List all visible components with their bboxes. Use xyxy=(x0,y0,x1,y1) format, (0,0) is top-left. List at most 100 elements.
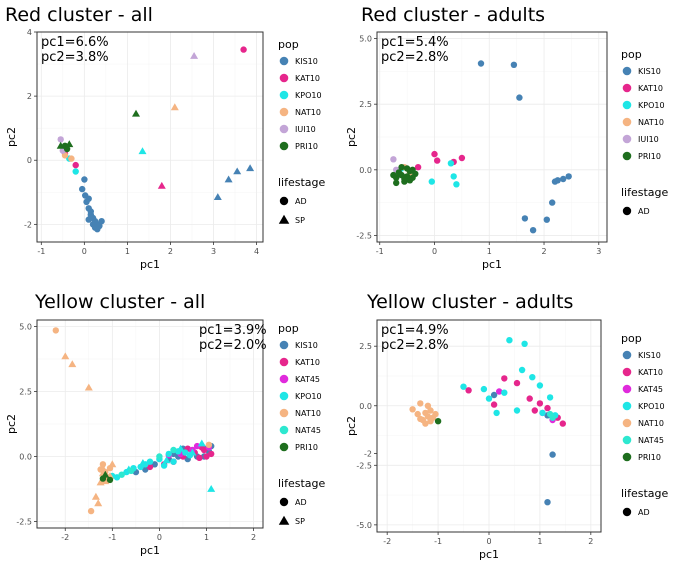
x-tick-label: 2 xyxy=(541,247,546,256)
chart-title: Yellow cluster - all xyxy=(34,291,205,313)
point-kat10-circle xyxy=(490,401,498,408)
legend-label-kis10: KIS10 xyxy=(295,341,318,350)
point-kis10-circle xyxy=(565,173,572,180)
panel-red-cluster-all: Red cluster - all-1 0 1 2 3 4-2024pc1=6.6%pc2… xyxy=(5,4,326,271)
x-tick-label: 2 xyxy=(251,533,256,542)
variance-annotation: pc1=3.9% xyxy=(199,323,267,338)
plot-border xyxy=(376,31,608,243)
point-kat10-triangle xyxy=(157,181,166,189)
point-kpo10-circle xyxy=(485,395,493,402)
legend-label-nat10: NAT10 xyxy=(295,409,321,418)
legend-key-kis10 xyxy=(622,350,632,360)
point-kis10-circle xyxy=(490,391,498,399)
point-pri10-circle xyxy=(401,175,408,183)
point-nat10-circle xyxy=(424,413,432,420)
legend-label-kis10: KIS10 xyxy=(638,351,661,360)
legend-label-pri10: PRI10 xyxy=(295,443,318,452)
point-kis10-triangle xyxy=(246,164,255,172)
x-tick-label: -2 xyxy=(383,537,391,546)
point-kis10-circle xyxy=(516,94,523,101)
point-nat10-triangle xyxy=(98,464,107,472)
point-nat45-circle xyxy=(156,453,163,460)
point-kpo10-circle xyxy=(170,458,177,465)
point-pri10-triangle xyxy=(101,470,110,478)
legend-key-kpo10 xyxy=(622,401,632,411)
x-axis-label: pc1 xyxy=(140,544,160,557)
plot-area xyxy=(37,32,263,242)
point-nat10-circle xyxy=(432,410,439,418)
point-kat10-circle xyxy=(501,375,508,382)
legend-key-ad xyxy=(279,196,289,206)
chart-title: Red cluster - all xyxy=(5,4,153,26)
point-kat45-circle xyxy=(193,442,201,450)
legend-label-pri10: PRI10 xyxy=(295,142,318,151)
x-tick-label: -1 xyxy=(37,247,45,256)
point-nat10-circle xyxy=(417,415,424,423)
point-nat10-circle xyxy=(417,400,424,407)
variance-annotation: pc2=2.8% xyxy=(381,50,449,65)
y-tick-label: -2.5 xyxy=(356,461,372,470)
legend-key-kis10 xyxy=(279,56,289,66)
point-kpo10-circle xyxy=(447,160,455,167)
point-nat10-circle xyxy=(424,402,432,409)
legend-label-pri10: PRI10 xyxy=(638,453,661,462)
legend-label-sp: SP xyxy=(295,517,305,526)
point-nat10-triangle xyxy=(68,360,77,368)
y-tick-label: 5.0 xyxy=(359,35,372,44)
point-kpo10-circle xyxy=(450,173,457,180)
point-kat10-circle xyxy=(531,407,538,414)
legend-key-nat10 xyxy=(279,107,289,117)
legend-label-iui10: IUI10 xyxy=(295,125,316,134)
legend-key-pri10 xyxy=(622,151,632,161)
x-tick-label: 1 xyxy=(125,247,130,256)
legend-key-pri10 xyxy=(622,452,632,462)
variance-annotation: pc1=6.6% xyxy=(41,35,109,50)
legend-key-kat45 xyxy=(622,384,632,394)
legend-label-iui10: IUI10 xyxy=(638,135,659,144)
legend-key-kis10 xyxy=(279,340,289,350)
point-kis10-circle xyxy=(549,199,556,206)
legend-label-nat45: NAT45 xyxy=(295,426,321,435)
legend-key-ad xyxy=(279,497,289,507)
x-axis-label: pc1 xyxy=(482,258,502,271)
legend-label-ad: AD xyxy=(638,207,650,216)
legend-key-ad xyxy=(622,507,632,517)
legend-pop-title: pop xyxy=(278,322,299,335)
legend-key-kat10 xyxy=(622,83,632,93)
point-kpo10-circle xyxy=(460,383,467,390)
point-nat45-circle xyxy=(549,414,556,421)
legend-key-iui10 xyxy=(279,124,289,134)
point-kpo10-circle xyxy=(529,374,536,381)
panel-red-cluster-adults: Red cluster - adults -1 0 1 2 3 -2.5 0.0 2.5 5.0 p… xyxy=(345,4,669,271)
legend-key-nat10 xyxy=(622,418,632,428)
legend-label-kpo10: KPO10 xyxy=(295,91,322,100)
point-nat10-circle xyxy=(422,420,429,427)
point-kis10-circle xyxy=(91,224,99,231)
legend-label-kis10: KIS10 xyxy=(638,67,661,76)
point-nat10-circle xyxy=(87,507,95,515)
x-tick-label: -1 xyxy=(108,533,116,542)
point-kat10-circle xyxy=(200,446,208,454)
point-pri10-circle xyxy=(434,418,442,425)
point-kat45-circle xyxy=(496,388,503,395)
legend-label-kat10: KAT10 xyxy=(295,358,320,367)
x-tick-label: 0 xyxy=(157,533,162,542)
point-kpo10-triangle xyxy=(162,456,171,464)
y-tick-label: -2.5 xyxy=(16,518,32,527)
y-tick-label: 0.0 xyxy=(359,166,372,175)
point-kis10-circle xyxy=(85,216,92,223)
legend-key-kat10 xyxy=(279,357,289,367)
point-kat10-circle xyxy=(146,463,154,471)
point-pri10-circle xyxy=(390,171,397,179)
point-kpo10-triangle xyxy=(207,485,216,492)
point-nat10-circle xyxy=(427,407,434,414)
x-tick-label: 0 xyxy=(432,247,437,256)
point-iui10-circle xyxy=(390,156,397,163)
legend-label-kat45: KAT45 xyxy=(295,375,320,384)
x-tick-label: -2 xyxy=(61,533,69,542)
point-nat10-circle xyxy=(414,410,421,418)
point-kpo10-circle xyxy=(428,178,435,185)
x-tick-label: 3 xyxy=(211,247,216,256)
point-kpo10-triangle xyxy=(197,439,206,447)
point-pri10-circle xyxy=(393,179,400,187)
